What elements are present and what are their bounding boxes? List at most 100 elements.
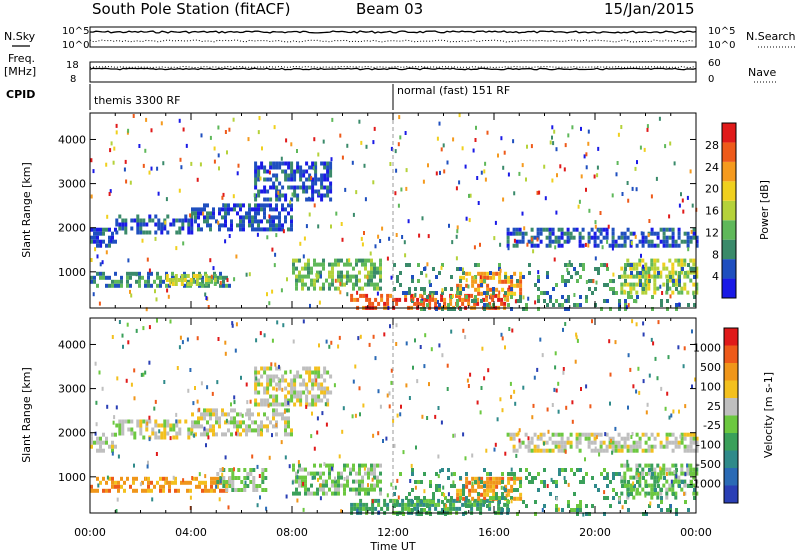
velocity-echo-cell <box>473 498 477 503</box>
velocity-echo-cell <box>371 506 375 511</box>
power-echo-speckle <box>275 165 278 169</box>
velocity-echo-speckle <box>423 364 426 369</box>
power-echo-cell <box>278 211 281 216</box>
power-echo-cell <box>686 235 690 240</box>
velocity-echo-cell <box>527 448 531 453</box>
velocity-echo-cell <box>314 366 318 371</box>
power-echo-cell <box>474 263 477 267</box>
power-echo-cell <box>320 193 324 198</box>
velocity-echo-speckle <box>198 407 201 412</box>
power-echo-cell <box>573 267 576 271</box>
velocity-echo-cell <box>305 370 309 375</box>
power-echo-cell <box>659 270 663 275</box>
power-echo-cell <box>548 239 552 244</box>
power-echo-speckle <box>596 173 599 178</box>
power-echo-cell <box>695 286 699 291</box>
power-echo-cell <box>528 271 531 275</box>
nave-trace <box>89 65 695 69</box>
velocity-echo-cell <box>438 488 441 492</box>
velocity-echo-speckle <box>515 453 518 458</box>
velocity-echo-cell <box>617 444 621 449</box>
power-echo-cell <box>474 299 477 303</box>
power-echo-cell <box>376 266 379 271</box>
velocity-echo-cell <box>509 436 513 441</box>
velocity-colorbar-swatch <box>724 450 738 468</box>
power-echo-speckle <box>138 144 141 148</box>
power-echo-cell <box>468 271 472 276</box>
velocity-echo-cell <box>105 488 108 493</box>
power-echo-cell <box>251 223 254 228</box>
power-echo-cell <box>626 258 630 263</box>
velocity-echo-cell <box>221 432 224 437</box>
velocity-echo-speckle <box>255 376 258 381</box>
velocity-echo-cell <box>443 506 447 511</box>
velocity-echo-speckle <box>567 482 570 487</box>
velocity-echo-cell <box>486 488 490 493</box>
power-echo-cell <box>257 219 260 224</box>
velocity-echo-cell <box>203 432 206 437</box>
power-echo-cell <box>422 301 426 306</box>
power-echo-speckle <box>635 187 638 192</box>
power-echo-speckle <box>484 161 487 166</box>
power-echo-cell <box>352 286 355 291</box>
velocity-echo-speckle <box>510 499 513 504</box>
velocity-echo-cell <box>139 423 143 428</box>
power-echo-speckle <box>224 239 227 244</box>
power-echo-speckle <box>105 250 108 255</box>
power-echo-cell <box>126 279 129 284</box>
power-echo-cell <box>204 278 208 282</box>
power-echo-cell <box>329 169 333 174</box>
power-echo-speckle <box>442 143 445 148</box>
velocity-echo-speckle <box>377 389 380 394</box>
velocity-echo-cell <box>536 444 540 449</box>
power-echo-cell <box>147 279 150 284</box>
power-echo-cell <box>242 227 245 232</box>
power-echo-cell <box>585 299 588 303</box>
velocity-echo-speckle <box>259 331 262 336</box>
velocity-echo-speckle <box>637 473 640 478</box>
velocity-echo-cell <box>114 432 117 437</box>
velocity-echo-speckle <box>146 464 149 469</box>
power-echo-speckle <box>555 147 558 152</box>
power-echo-cell <box>635 262 639 267</box>
velocity-echo-cell <box>459 476 462 480</box>
velocity-echo-cell <box>483 492 487 497</box>
power-echo-cell <box>295 274 298 279</box>
power-echo-cell <box>557 227 561 232</box>
velocity-echo-cell <box>218 416 221 421</box>
velocity-y-axis-label: Slant Range [km] <box>20 367 33 463</box>
power-echo-speckle <box>401 235 404 239</box>
velocity-echo-cell <box>228 480 232 484</box>
power-echo-cell <box>323 173 327 178</box>
power-echo-cell <box>191 207 194 212</box>
velocity-echo-speckle <box>419 345 422 349</box>
power-echo-cell <box>328 270 331 275</box>
power-echo-cell <box>693 303 696 307</box>
velocity-echo-cell <box>252 488 256 492</box>
power-echo-cell <box>269 207 272 212</box>
power-echo-cell <box>254 169 258 174</box>
velocity-echo-cell <box>151 431 155 436</box>
velocity-echo-cell <box>290 394 294 399</box>
power-echo-cell <box>620 266 624 271</box>
velocity-echo-speckle <box>296 475 299 480</box>
nsearch-tick-top: 10^5 <box>708 26 735 37</box>
velocity-echo-cell <box>548 448 552 453</box>
power-echo-cell <box>301 282 304 287</box>
power-echo-cell <box>534 283 537 287</box>
power-echo-cell <box>491 297 495 302</box>
velocity-echo-cell <box>216 476 219 481</box>
velocity-echo-cell <box>624 500 627 504</box>
velocity-echo-cell <box>618 500 621 504</box>
power-echo-cell <box>659 227 663 232</box>
power-echo-cell <box>662 227 666 232</box>
power-echo-cell <box>305 185 309 190</box>
power-echo-cell <box>272 215 275 220</box>
power-echo-cell <box>340 278 343 283</box>
velocity-echo-cell <box>209 412 212 417</box>
velocity-echo-speckle <box>390 380 393 385</box>
velocity-echo-speckle <box>513 389 516 394</box>
power-echo-cell <box>197 211 200 216</box>
power-echo-cell <box>198 271 201 276</box>
power-echo-cell <box>337 286 340 291</box>
